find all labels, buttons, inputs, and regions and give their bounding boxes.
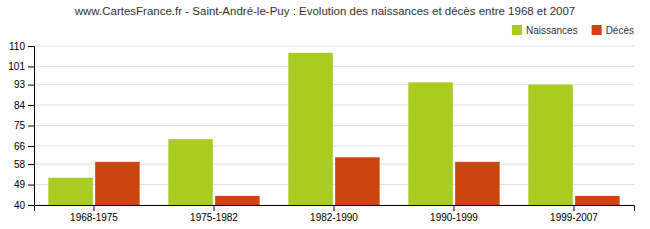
y-axis: 40 49 58 66 75 84 93 101 110 — [8, 41, 34, 211]
legend-swatch — [592, 25, 602, 35]
y-tick: 110 — [9, 41, 34, 52]
legend-label: Décès — [606, 25, 634, 36]
grid-line — [34, 46, 634, 47]
y-tick-label: 49 — [14, 179, 26, 190]
x-tick-label: 1999-2007 — [550, 212, 598, 223]
x-tick: 1982-1990 — [310, 205, 358, 223]
legend-item: Décès — [592, 25, 634, 36]
bar-series — [48, 53, 572, 205]
legend-item: Naissances — [512, 25, 578, 36]
bar — [408, 82, 452, 205]
y-tick: 75 — [14, 120, 34, 131]
chart-container: www.CartesFrance.fr - Saint-André-le-Puy… — [0, 0, 650, 229]
y-tick: 49 — [14, 179, 34, 190]
x-tick: 1975-1982 — [190, 205, 238, 223]
bar — [95, 162, 139, 205]
y-tick-label: 101 — [8, 61, 25, 72]
legend: Naissances Décès — [512, 25, 634, 36]
y-axis-line — [28, 47, 35, 206]
bar — [215, 196, 259, 205]
x-tick-label: 1968-1975 — [70, 212, 118, 223]
grid-line — [34, 66, 634, 67]
y-tick-mark — [28, 66, 34, 67]
bar-series — [95, 157, 619, 205]
y-tick-label: 58 — [14, 159, 26, 170]
chart-svg: www.CartesFrance.fr - Saint-André-le-Puy… — [0, 0, 650, 229]
y-tick-mark — [28, 146, 34, 147]
y-tick-label: 75 — [14, 120, 26, 131]
y-tick-mark — [28, 205, 34, 206]
y-tick-label: 66 — [14, 141, 26, 152]
x-tick-label: 1982-1990 — [310, 212, 358, 223]
y-tick-mark — [28, 164, 34, 165]
x-tick-mark — [214, 205, 215, 211]
y-tick-mark — [28, 85, 34, 86]
bars — [48, 53, 619, 205]
x-axis-line — [35, 206, 635, 212]
x-tick-mark — [574, 205, 575, 211]
y-tick-mark — [28, 105, 34, 106]
legend-label: Naissances — [526, 25, 578, 36]
x-tick-mark — [94, 205, 95, 211]
y-tick: 101 — [8, 61, 34, 72]
y-tick-label: 110 — [9, 41, 25, 52]
bar — [455, 162, 499, 205]
bar — [288, 53, 332, 205]
y-tick-mark — [28, 46, 34, 47]
x-axis: 1968-1975 1975-1982 1982-1990 1990-1999 1999… — [35, 205, 635, 223]
x-tick: 1968-1975 — [70, 205, 118, 223]
y-tick-label: 84 — [14, 100, 26, 111]
y-tick-mark — [28, 126, 34, 127]
bar — [48, 178, 92, 205]
y-tick: 40 — [14, 200, 34, 211]
x-tick-mark — [454, 205, 455, 211]
y-tick: 93 — [14, 79, 34, 90]
y-tick: 58 — [14, 159, 34, 170]
bar — [528, 85, 572, 205]
x-tick-label: 1990-1999 — [430, 212, 478, 223]
y-tick: 84 — [14, 100, 34, 111]
x-tick: 1999-2007 — [550, 205, 598, 223]
x-tick-label: 1975-1982 — [190, 212, 238, 223]
bar — [575, 196, 619, 205]
x-tick-mark — [334, 205, 335, 211]
bar — [335, 157, 379, 205]
legend-swatch — [512, 25, 522, 35]
y-tick: 66 — [14, 141, 34, 152]
x-tick: 1990-1999 — [430, 205, 478, 223]
y-tick-label: 40 — [14, 200, 26, 211]
y-tick-mark — [28, 185, 34, 186]
chart-title: www.CartesFrance.fr - Saint-André-le-Puy… — [74, 5, 576, 17]
grid — [34, 46, 634, 205]
bar — [168, 139, 212, 205]
y-tick-label: 93 — [14, 79, 26, 90]
plot-area: 404958667584931011101968-19751975-198219… — [8, 41, 634, 223]
